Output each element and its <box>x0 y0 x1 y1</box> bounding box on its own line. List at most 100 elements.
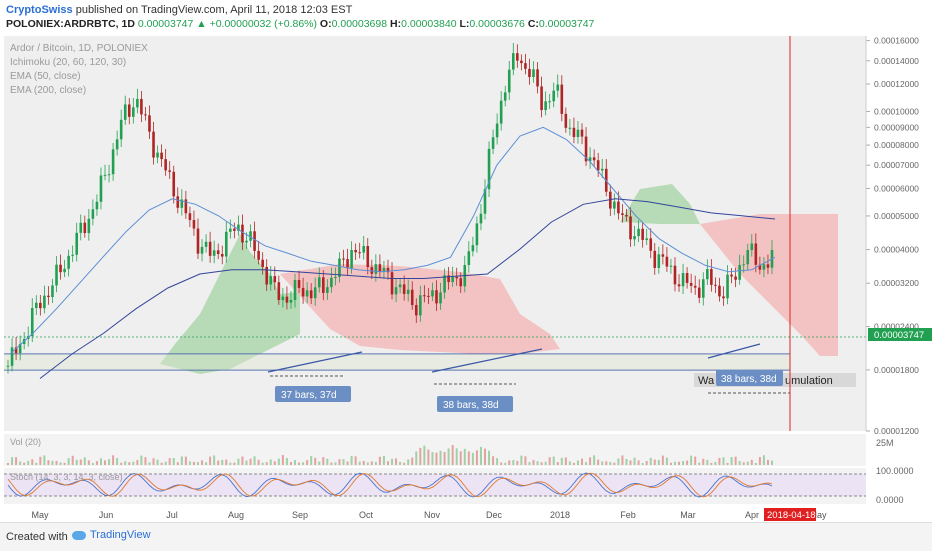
cloud-green-1 <box>160 234 300 374</box>
candle-body <box>216 250 220 255</box>
volume-bar <box>581 458 584 465</box>
candle-body <box>301 287 305 297</box>
range-box-2[interactable] <box>437 396 513 412</box>
candle-body <box>560 84 564 114</box>
volume-bar <box>613 462 616 465</box>
volume-bar <box>694 456 697 465</box>
candle-body <box>483 189 487 214</box>
candle-body <box>596 160 600 171</box>
stoch-scale-bottom: 0.0000 <box>876 495 904 505</box>
candle-body <box>511 53 515 70</box>
volume-bar <box>196 462 199 465</box>
x-tick-label: Mar <box>680 510 696 520</box>
volume-bar <box>661 455 664 465</box>
volume-bar <box>366 462 369 465</box>
candle-body <box>746 250 750 265</box>
y-axis[interactable]: 0.00016000 0.00014000 0.00012000 0.00010000… <box>865 36 919 436</box>
candle-body <box>410 289 414 306</box>
candle-body <box>382 267 386 273</box>
candle-body <box>293 280 297 301</box>
candle-body <box>208 241 212 256</box>
volume-bar <box>617 458 620 465</box>
volume-bar <box>104 460 107 465</box>
volume-bar <box>277 458 280 465</box>
volume-bar <box>342 459 345 465</box>
candle-body <box>653 250 657 268</box>
ema200-line <box>39 198 776 379</box>
volume-bar <box>653 459 656 465</box>
volume-bar <box>15 457 18 465</box>
candle-body <box>87 218 91 234</box>
volume-bar <box>63 462 66 465</box>
range-box-1[interactable] <box>275 386 351 402</box>
candle-body <box>55 264 58 286</box>
candle-body <box>83 222 87 234</box>
volume-bar <box>245 460 248 465</box>
volume-bar <box>754 462 757 465</box>
volume-bar <box>362 460 365 465</box>
candle-body <box>414 305 418 316</box>
candle-body <box>693 285 697 288</box>
candle-body <box>738 264 741 280</box>
candle-body <box>257 250 260 260</box>
candle-body <box>758 264 762 270</box>
volume-bar <box>374 461 377 465</box>
volume-bar <box>79 459 82 465</box>
candle-body <box>677 284 681 287</box>
candle-body <box>43 295 46 309</box>
tradingview-link[interactable]: TradingView <box>72 529 151 541</box>
candle-body <box>119 119 123 140</box>
candle-body <box>475 223 479 246</box>
volume-pane-bg <box>4 434 866 466</box>
candle-body <box>673 265 677 285</box>
volume-bar <box>714 461 717 465</box>
candle-body <box>39 302 42 309</box>
volume-bar <box>23 462 26 465</box>
candle-body <box>140 98 143 115</box>
volume-bar <box>609 461 612 465</box>
volume-bar <box>281 455 284 465</box>
candle-body <box>184 199 188 214</box>
volume-bar <box>370 461 373 465</box>
volume-bar <box>544 461 547 465</box>
date-tag-box <box>764 508 816 521</box>
tradingview-logo-icon <box>72 530 86 540</box>
volume-bar <box>738 461 741 465</box>
volume-bar <box>475 450 478 465</box>
candle-body <box>152 131 155 158</box>
author-name[interactable]: CryptoSwiss <box>6 4 73 16</box>
candle-body <box>621 213 624 215</box>
symbol-label: POLONIEX:ARDRBTC, 1D <box>6 18 135 30</box>
volume-bar <box>35 462 38 465</box>
volume-bar <box>378 456 381 465</box>
price-chart-svg[interactable]: 0.00016000 0.00014000 0.00012000 0.00010000… <box>0 34 932 522</box>
chart-area[interactable]: 0.00016000 0.00014000 0.00012000 0.00010000… <box>0 34 932 522</box>
volume-bar <box>233 462 236 465</box>
candle-body <box>516 53 519 61</box>
volume-bar <box>289 462 292 465</box>
candle-body <box>111 149 115 175</box>
x-tick-label: Aug <box>228 510 244 520</box>
volume-bar <box>496 458 499 465</box>
candle-body <box>637 228 640 237</box>
volume-bar <box>771 460 773 465</box>
volume-bar <box>758 457 761 465</box>
volume-bar <box>399 461 402 465</box>
volume-bar <box>128 462 131 465</box>
candle-body <box>245 240 248 243</box>
cloud-red-2 <box>700 214 838 356</box>
candle-body <box>176 196 180 208</box>
price-tag-box <box>868 328 932 341</box>
volume-bar <box>524 456 527 465</box>
volume-bar <box>439 450 442 465</box>
volume-bar <box>682 461 685 465</box>
volume-bar <box>168 458 171 465</box>
volume-bar <box>548 457 551 465</box>
candle-body <box>200 246 204 254</box>
volume-bar <box>55 460 58 465</box>
range-box-3[interactable] <box>716 370 783 386</box>
x-axis[interactable]: May Jun Jul Aug Sep Oct Nov Dec 2018 Feb Mar Apr May <box>31 510 827 520</box>
volume-bar <box>403 462 406 465</box>
candle-body <box>148 115 151 132</box>
candle-body <box>156 152 159 158</box>
